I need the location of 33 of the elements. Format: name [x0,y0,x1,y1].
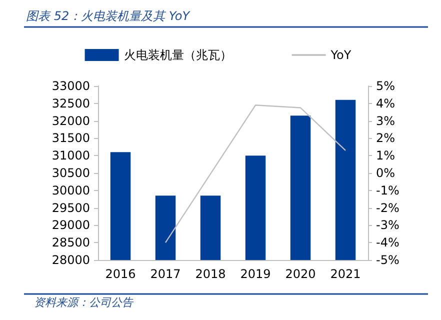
legend-label: YoY [330,48,352,62]
line-series [164,104,346,244]
y-tick-label: 31500 [52,131,90,146]
x-tick-label: 2018 [195,267,226,281]
y2-tick-label: 3% [376,114,396,128]
y-tick-label: 31000 [52,148,90,163]
y2-tick-label: -5% [376,253,400,267]
y-tick-label: 30000 [52,183,90,198]
y2-tick-label: -2% [376,200,400,215]
y-tick-label: 28500 [52,236,90,250]
y2-tick-label: -1% [376,183,400,198]
y-tick-label: 28000 [52,253,90,267]
y2-tick-label: 2% [376,131,396,146]
x-tick-label: 2020 [285,267,316,281]
chart-title: 图表 52：火电装机量及其 YoY [26,9,192,23]
y2-tick-label: 1% [376,148,396,163]
y-tick-label: 30500 [52,166,90,180]
x-tick-label: 2016 [105,267,136,281]
x-tick-label: 2021 [330,267,361,281]
y-tick-label: 29500 [52,200,90,215]
y2-tick-label: 4% [376,96,396,110]
y-tick-label: 29000 [52,218,90,232]
x-tick-label: 2017 [150,267,181,281]
y2-tick-label: 5% [376,79,396,93]
y2-tick-label: 0% [376,166,396,180]
y2-tick-label: -3% [376,218,400,232]
x-tick-label: 2019 [240,267,271,281]
y2-tick-label: -4% [376,236,400,250]
y-tick-label: 33000 [52,79,90,93]
y-tick-label: 32000 [52,114,90,128]
y-tick-label: 32500 [52,96,90,110]
legend-label: 火电装机量（兆瓦） [124,48,232,62]
text: 资料来源：公司公告 [34,296,134,309]
